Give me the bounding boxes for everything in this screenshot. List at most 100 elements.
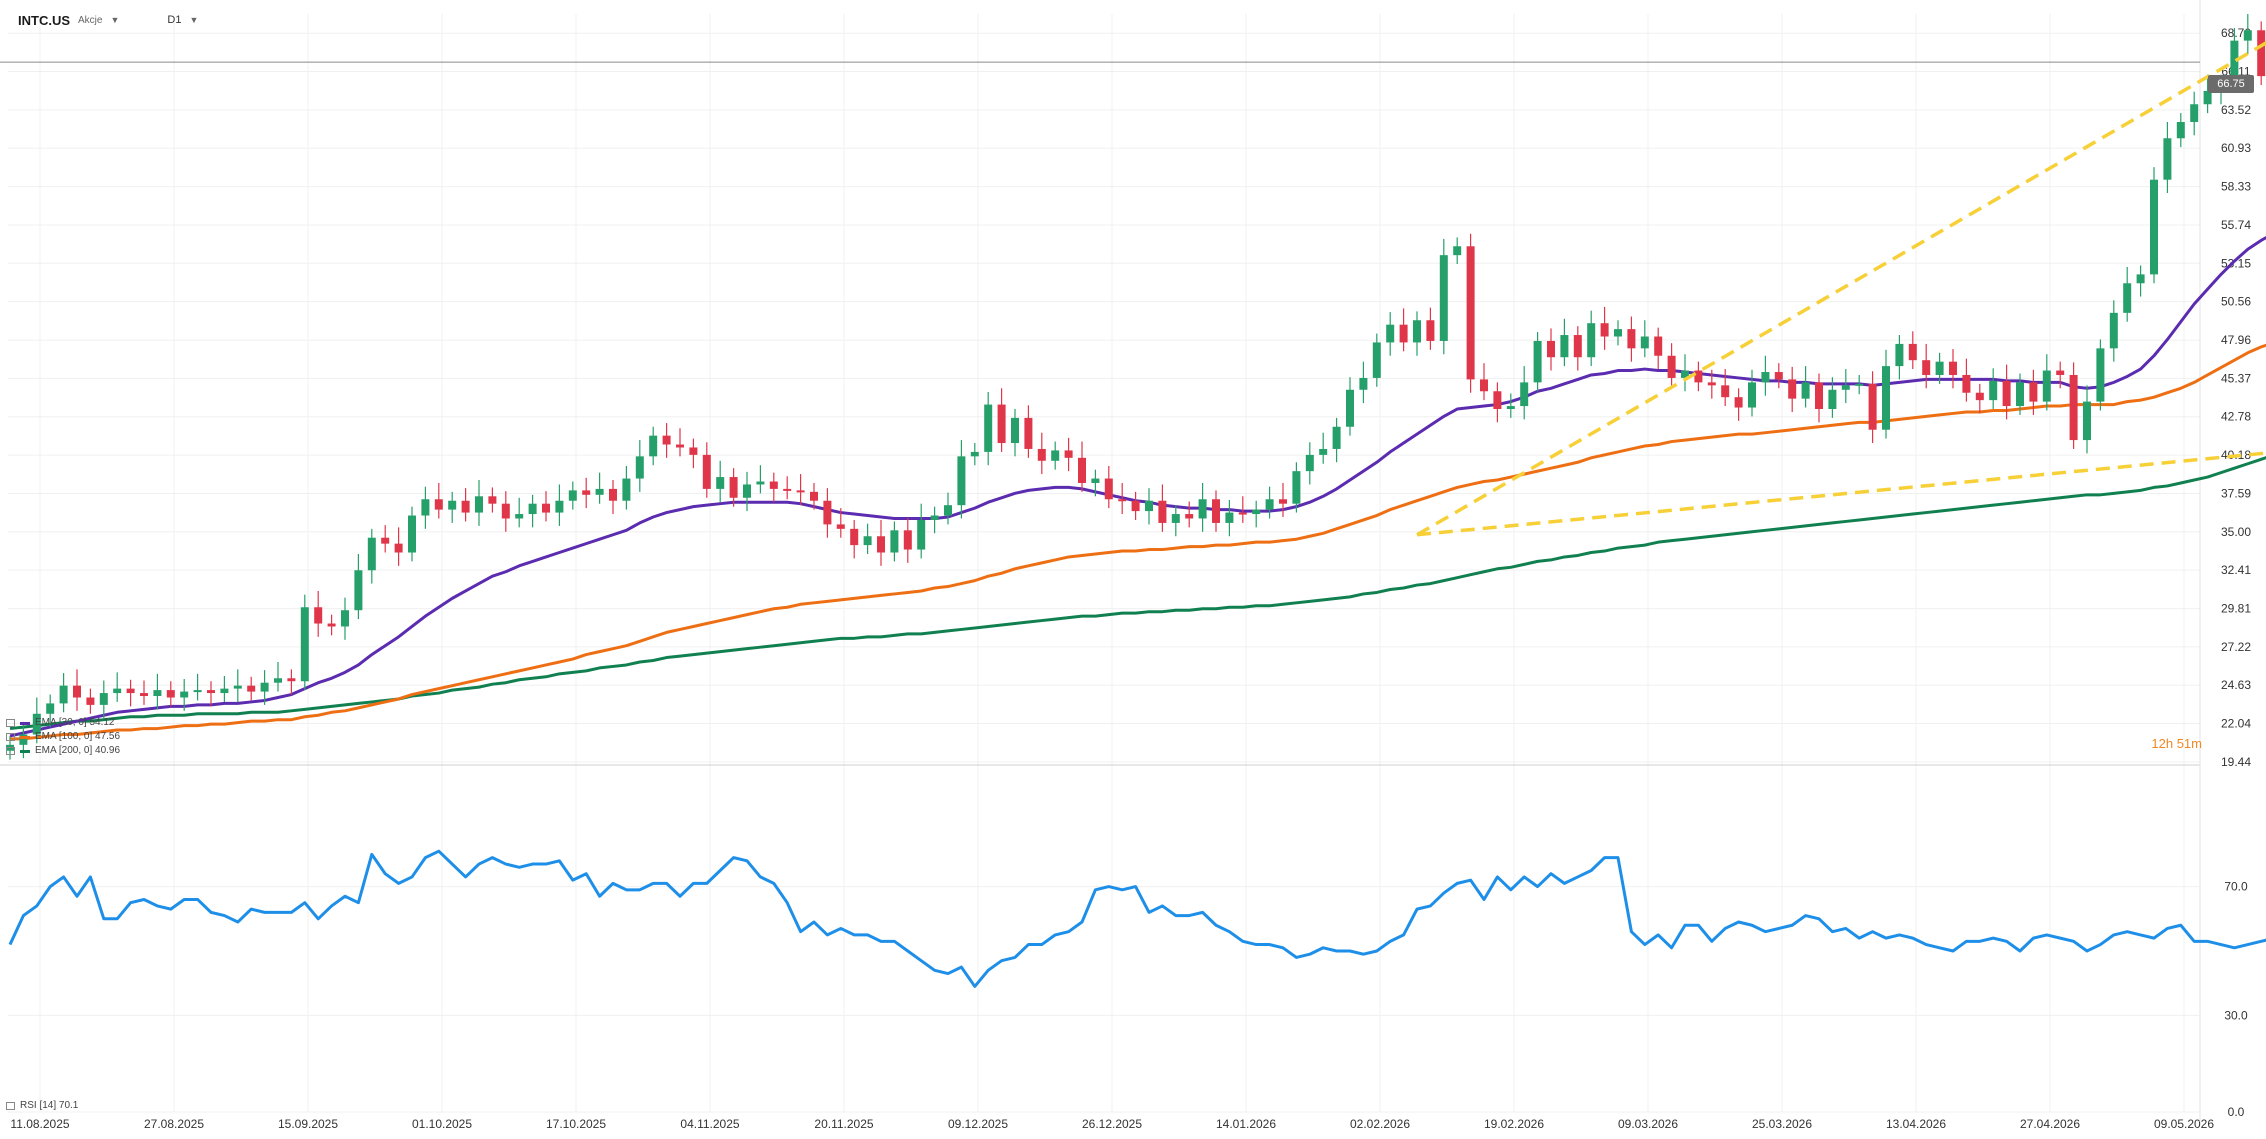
trendline (1416, 451, 2266, 537)
y-tick-label: 45.37 (2221, 371, 2251, 385)
candle (743, 471, 751, 512)
timeframe-label[interactable]: D1 (167, 14, 182, 26)
candle (1024, 405, 1033, 458)
candle-body (1158, 500, 1167, 523)
x-tick-label: 14.01.2026 (1216, 1117, 1276, 1131)
candle (970, 443, 979, 466)
candle (1801, 366, 1810, 408)
candle (997, 388, 1006, 452)
candle-body (1051, 450, 1060, 461)
symbol-label[interactable]: INTC.US (18, 12, 70, 28)
candle (1989, 368, 1998, 410)
timeframe-dropdown-icon[interactable]: ▼ (189, 15, 199, 25)
candle-body (970, 451, 979, 457)
candle-body (381, 537, 390, 544)
candle-body (2150, 179, 2158, 275)
candle-body (475, 496, 483, 513)
settings-icon[interactable] (6, 1101, 15, 1110)
x-tick-label: 09.05.2026 (2154, 1117, 2214, 1131)
y-tick-label: 50.56 (2221, 295, 2251, 309)
candle-body (2243, 30, 2252, 41)
candle-body (1761, 372, 1770, 383)
candle-body (1895, 343, 1904, 367)
candle (689, 438, 698, 469)
x-tick-label: 20.11.2025 (814, 1117, 873, 1131)
candle (2136, 265, 2145, 297)
candle (917, 503, 926, 559)
candle-body (1801, 382, 1810, 399)
candle (2163, 121, 2172, 194)
countdown-minutes: 51m (2176, 736, 2202, 751)
candle-body (1225, 512, 1234, 523)
candle (1118, 482, 1127, 515)
candle-body (327, 623, 336, 627)
symbol-dropdown-icon[interactable]: ▼ (110, 15, 120, 25)
candle-body (274, 678, 282, 683)
legend-ema100[interactable]: EMA [100, 0] 47.56 (6, 730, 120, 744)
candle (86, 688, 95, 714)
x-tick-label: 04.11.2025 (680, 1117, 739, 1131)
candle (1399, 308, 1408, 352)
candle (1011, 409, 1019, 457)
candle (1761, 355, 1770, 396)
candle-body (1975, 392, 1984, 401)
settings-icon[interactable] (6, 747, 15, 755)
legend-ema30[interactable]: EMA [30, 0] 54.12 (6, 716, 120, 730)
legend-ema200[interactable]: EMA [200, 0] 40.96 (6, 744, 120, 758)
candle (1493, 382, 1502, 423)
candle (1734, 388, 1743, 421)
ema200-label: EMA [200, 0] 40.96 (35, 745, 121, 756)
candle-body (702, 454, 711, 489)
settings-icon[interactable] (6, 733, 15, 741)
candle (1962, 358, 1971, 402)
candle (1064, 437, 1073, 472)
x-tick-label: 27.04.2026 (2020, 1117, 2080, 1131)
candle-body (1882, 366, 1890, 430)
candle (1372, 333, 1381, 387)
candle (1721, 369, 1730, 407)
candle-body (421, 499, 430, 516)
candle-body (850, 528, 859, 546)
candle (1279, 482, 1287, 518)
y-tick-label: 63.52 (2221, 103, 2251, 117)
candle-body (622, 478, 631, 501)
settings-icon[interactable] (6, 719, 15, 727)
candle-body (2123, 283, 2132, 313)
candle (2083, 385, 2091, 454)
candle (501, 491, 510, 532)
candle-body (2056, 370, 2065, 375)
y-tick-label: 35.00 (2221, 525, 2251, 539)
candle (1935, 352, 1944, 384)
candle-body (1600, 323, 1609, 337)
candle-body (140, 693, 148, 697)
candle (1908, 331, 1917, 370)
candle-body (1078, 457, 1086, 483)
rsi-legend[interactable]: RSI [14] 70.1 (6, 1100, 78, 1111)
rsi-tick-label: 70.0 (2224, 880, 2248, 894)
candle-body (1037, 448, 1046, 461)
candle-body (1640, 336, 1649, 349)
candle (1426, 307, 1435, 350)
y-tick-label: 22.04 (2221, 717, 2251, 731)
candle-body (2176, 121, 2185, 139)
candle (2203, 74, 2212, 114)
candle (314, 590, 323, 637)
candle (609, 480, 617, 515)
candle-body (582, 490, 591, 495)
candle (1547, 328, 1555, 371)
candle-body (287, 678, 296, 682)
candle (1238, 496, 1247, 523)
candle (877, 519, 885, 566)
candle-body (207, 690, 215, 694)
candle-body (796, 490, 805, 493)
candle-body (1359, 377, 1368, 390)
candle (1600, 306, 1609, 350)
candle (1078, 441, 1086, 492)
candle-body (220, 688, 229, 694)
candle-body (2163, 138, 2172, 180)
candle-body (676, 444, 684, 448)
candle (1319, 432, 1328, 464)
candle-body (434, 499, 443, 510)
candle-body (810, 491, 818, 501)
